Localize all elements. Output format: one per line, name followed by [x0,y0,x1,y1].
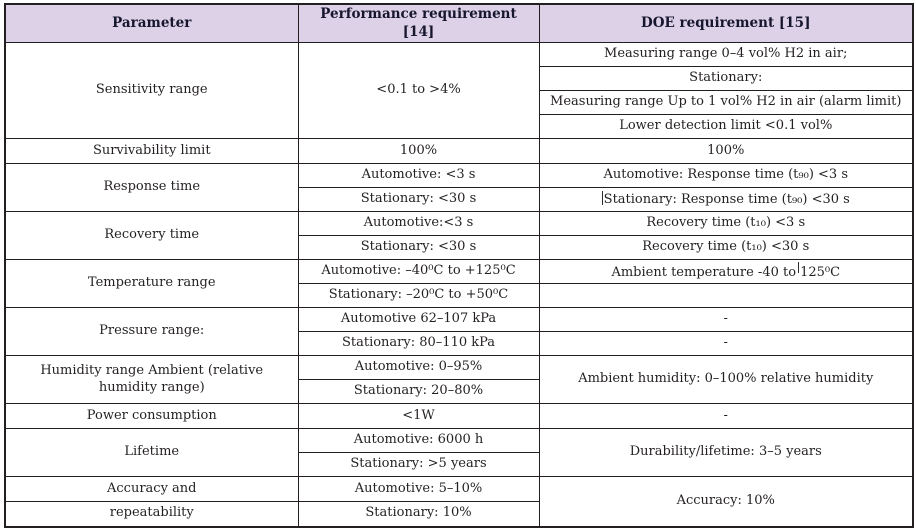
cell-accuracy-parameter-line2: repeatability [4,501,299,528]
cell-recovery-performance-stationary: Stationary: <30 s [297,235,540,261]
table-row: repeatability Stationary: 10% [4,501,913,528]
cell-sensitivity-doe-2: Stationary: [538,66,914,92]
text-cursor-artifact [798,261,800,273]
cell-response-performance-stationary: Stationary: <30 s [297,187,540,213]
table-row: Accuracy and Automotive: 5–10% Accuracy:… [4,476,914,528]
cell-pressure-doe-stationary: - [538,331,914,357]
header-row: Parameter Performance requirement [14] D… [4,3,914,44]
cell-lifetime-performance-automotive: Automotive: 6000 h [297,428,540,454]
table-row: Stationary: <30 s Stationary: Response t… [5,187,914,213]
table-row: Survivability limit 100% 100% [4,138,914,165]
cell-sensitivity-performance: <0.1 to >4% [297,42,540,140]
cell-accuracy-performance-automotive: Automotive: 5–10% [297,476,540,503]
cell-humidity-doe: Ambient humidity: 0–100% relative humidi… [538,355,914,405]
cell-response-parameter: Response time [4,163,299,213]
requirements-table: Parameter Performance requirement [14] D… [4,3,914,528]
cell-lifetime-parameter: Lifetime [4,428,299,478]
cell-recovery-doe-automotive: Recovery time (t₁₀) <3 s [538,211,914,237]
table-row: Pressure range: Automotive 62–107 kPa - [4,307,914,357]
cell-pressure-parameter: Pressure range: [4,307,299,357]
cell-sensitivity-doe-1: Measuring range 0–4 vol% H2 in air; [538,42,914,68]
cell-response-doe-stationary: Stationary: Response time (t₉₀) <30 s [538,187,914,213]
cell-response-doe-stationary-text: Stationary: Response time (t₉₀) <30 s [603,191,850,207]
cell-survivability-parameter: Survivability limit [4,138,299,165]
cell-response-performance-automotive: Automotive: <3 s [297,163,540,189]
text-cursor-artifact [601,190,603,205]
cell-temperature-doe-text-after: 125⁰C [800,264,841,280]
cell-sensitivity-doe-3: Measuring range Up to 1 vol% H2 in air (… [538,90,914,116]
table-row: Lifetime Automotive: 6000 h Durability/l… [4,428,914,478]
cell-accuracy-parameter-line1: Accuracy and [4,476,299,503]
table-row: Measuring range Up to 1 vol% H2 in air (… [5,90,914,116]
cell-temperature-parameter: Temperature range [4,259,299,309]
cell-power-parameter: Power consumption [4,403,299,430]
cell-sensitivity-doe-4: Lower detection limit <0.1 vol% [538,114,914,140]
table-row: Stationary: –20⁰C to +50⁰C [5,283,914,309]
cell-power-performance: <1W [297,403,540,430]
cell-lifetime-performance-stationary: Stationary: >5 years [297,452,540,478]
cell-pressure-performance-automotive: Automotive 62–107 kPa [297,307,540,333]
cell-lifetime-doe: Durability/lifetime: 3–5 years [538,428,914,478]
table-row: Response time Automotive: <3 s Automotiv… [4,163,914,213]
cell-temperature-performance-stationary: Stationary: –20⁰C to +50⁰C [297,283,540,309]
cell-humidity-performance-automotive: Automotive: 0–95% [297,355,540,381]
cell-power-doe: - [538,403,914,430]
cell-accuracy-doe: Accuracy: 10% [538,476,914,528]
table-row: Humidity range Ambient (relative humidit… [4,355,914,405]
table-row: Power consumption <1W - [4,403,914,430]
cell-response-doe-automotive: Automotive: Response time (t₉₀) <3 s [538,163,914,189]
cell-temperature-doe-text-before: Ambient temperature -40 to [611,264,797,280]
cell-humidity-performance-stationary: Stationary: 20–80% [297,379,540,405]
cell-accuracy-performance-stationary: Stationary: 10% [297,501,540,528]
table-row: Sensitivity range <0.1 to >4% Measuring … [4,42,914,140]
table-row: Stationary: <30 s Recovery time (t₁₀) <3… [5,235,914,261]
cell-recovery-doe-stationary: Recovery time (t₁₀) <30 s [538,235,914,261]
cell-pressure-performance-stationary: Stationary: 80–110 kPa [297,331,540,357]
cell-sensitivity-parameter: Sensitivity range [4,42,299,140]
table-row: Stationary: [5,66,914,92]
column-header-parameter: Parameter [4,3,299,44]
column-header-doe: DOE requirement [15] [538,3,914,44]
cell-humidity-parameter: Humidity range Ambient (relative humidit… [4,355,299,405]
cell-survivability-doe: 100% [538,138,914,165]
cell-temperature-performance-automotive: Automotive: –40⁰C to +125⁰C [297,259,540,285]
table-row: Recovery time Automotive:<3 s Recovery t… [4,211,914,261]
cell-temperature-doe: Ambient temperature -40 to 125⁰C [538,259,914,285]
cell-survivability-performance: 100% [297,138,540,165]
cell-recovery-parameter: Recovery time [4,211,299,261]
cell-temperature-doe-empty [538,283,914,309]
cell-pressure-doe-automotive: - [538,307,914,333]
column-header-performance: Performance requirement [14] [297,3,540,44]
table-row: Temperature range Automotive: –40⁰C to +… [4,259,914,309]
cell-recovery-performance-automotive: Automotive:<3 s [297,211,540,237]
